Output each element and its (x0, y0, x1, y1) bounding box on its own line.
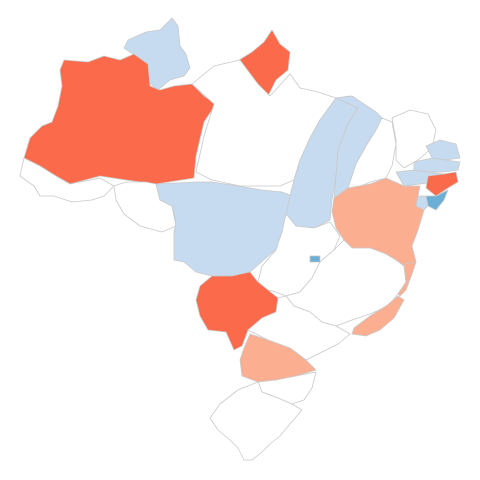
state-ac (19, 157, 115, 203)
state-ro (113, 181, 177, 233)
state-rj (351, 295, 405, 337)
state-pr (239, 333, 317, 383)
state-mg (285, 239, 407, 327)
state-es (397, 261, 417, 297)
state-am (23, 53, 217, 185)
state-rs (209, 381, 303, 461)
state-pe-e (425, 171, 459, 197)
state-ce (391, 109, 437, 169)
state-df (309, 255, 321, 263)
state-pb (413, 157, 461, 173)
